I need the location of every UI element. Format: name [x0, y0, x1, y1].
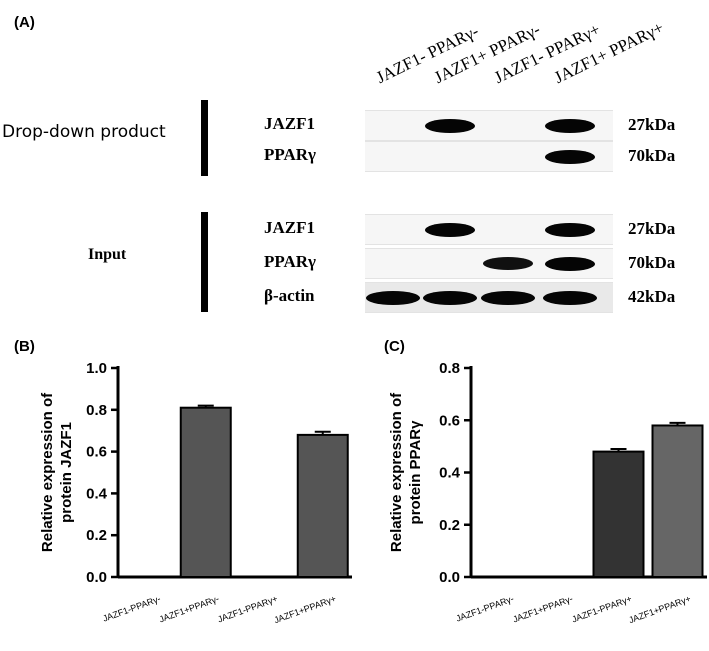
y-tick-label: 0.0	[439, 569, 460, 586]
blot-band	[366, 290, 420, 305]
panel-label-c: (C)	[384, 338, 405, 355]
blot-strip	[365, 282, 613, 313]
panel-label-b: (B)	[14, 338, 35, 355]
bar	[296, 433, 349, 578]
section-label-input: Input	[88, 246, 127, 263]
blot-strip	[365, 141, 613, 172]
blot-strip	[365, 214, 613, 245]
x-tick-label: JAZF1+PPARγ-	[511, 593, 574, 624]
y-tick-label: 0.2	[439, 517, 460, 534]
y-tick-label: 0.6	[86, 444, 107, 461]
bar	[651, 424, 704, 578]
molecular-weight-label: 27kDa	[628, 219, 676, 238]
bar	[179, 406, 232, 578]
y-tick-label: 1.0	[86, 360, 107, 377]
bar-chart-jazf1: 0.0 0.2 0.4 0.6 0.8 1.0 Relative expression of…	[39, 360, 352, 625]
y-axis-label: protein JAZF1	[58, 422, 75, 523]
blot-band	[423, 290, 477, 305]
panel-label-a: (A)	[14, 14, 35, 31]
molecular-weight-label: 27kDa	[628, 115, 676, 134]
bar	[592, 450, 645, 578]
bar-chart-ppar: 0.0 0.2 0.4 0.6 0.8 Relative expression of pro…	[388, 360, 707, 625]
y-axis-label: Relative expression of	[39, 392, 56, 552]
y-tick-label: 0.4	[86, 485, 108, 502]
x-tick-label: JAZF1-PPARγ+	[216, 593, 279, 624]
blot-band	[481, 290, 535, 305]
x-tick-label: JAZF1+PPARγ-	[158, 593, 221, 624]
y-tick-label: 0.0	[86, 569, 107, 586]
molecular-weight-label: 70kDa	[628, 253, 676, 272]
x-tick-label: JAZF1-PPARγ+	[570, 593, 633, 624]
y-axis-label: Relative expression of	[388, 392, 405, 552]
blot-band	[425, 118, 475, 133]
blot-band	[545, 222, 595, 237]
blot-band	[483, 257, 533, 270]
bracket-dropdown	[201, 100, 208, 176]
x-tick-label: JAZF1-PPARγ-	[455, 593, 516, 623]
blot-row-label: JAZF1	[264, 114, 315, 133]
blot-strip	[365, 110, 613, 141]
x-tick-label: JAZF1-PPARγ-	[101, 593, 162, 623]
section-label-dropdown: Drop-down product	[2, 122, 166, 142]
y-tick-label: 0.2	[86, 527, 107, 544]
blot-row-label: PPARγ	[264, 252, 317, 271]
blot-row-label: JAZF1	[264, 218, 315, 237]
y-tick-label: 0.8	[439, 360, 460, 377]
x-tick-label: JAZF1+PPARγ+	[627, 593, 692, 625]
y-tick-label: 0.6	[439, 412, 460, 429]
blot-band	[545, 149, 595, 164]
y-tick-label: 0.8	[86, 402, 107, 419]
blot-band	[425, 222, 475, 237]
blot-band	[543, 290, 597, 305]
molecular-weight-label: 42kDa	[628, 287, 676, 306]
y-axis-label: protein PPARγ	[407, 420, 424, 525]
blot-row-label: β-actin	[264, 286, 315, 305]
blot-band	[545, 256, 595, 271]
blot-strip	[365, 248, 613, 279]
bracket-input	[201, 212, 208, 312]
blot-band	[545, 118, 595, 133]
molecular-weight-label: 70kDa	[628, 146, 676, 165]
y-tick-label: 0.4	[439, 465, 461, 482]
blot-row-label: PPARγ	[264, 145, 317, 164]
x-tick-label: JAZF1+PPARγ+	[273, 593, 338, 625]
